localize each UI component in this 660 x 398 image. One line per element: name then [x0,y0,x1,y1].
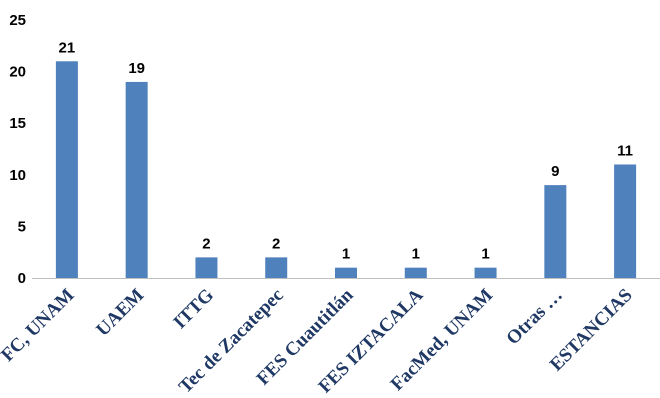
bar [404,267,427,278]
data-label: 19 [128,60,145,77]
data-label: 2 [202,235,210,252]
data-label: 9 [551,163,559,180]
y-tick-label: 25 [9,12,26,29]
data-label: 11 [617,142,633,159]
bar [195,257,218,278]
bar [125,81,148,278]
y-tick-label: 15 [9,115,26,132]
bar [55,61,78,278]
bars [55,61,637,278]
x-tick-label: UAEM [92,285,148,341]
data-label: 1 [481,246,489,263]
data-label: 1 [342,246,350,263]
x-tick-label: ITTG [170,285,219,334]
data-label: 2 [272,235,280,252]
y-tick-label: 5 [18,218,26,235]
y-axis-ticks: 0 5 10 15 20 25 [9,12,26,287]
y-tick-label: 0 [18,270,26,287]
x-tick-label: Otras … [502,285,566,349]
x-tick-label: FC, UNAM [0,285,78,366]
bar [474,267,497,278]
data-label: 21 [59,39,76,56]
bar [335,267,357,278]
bar [614,164,637,278]
y-tick-label: 20 [9,64,26,81]
bar [265,257,288,278]
data-label: 1 [412,246,420,263]
bar [544,185,567,278]
y-tick-label: 10 [9,167,26,184]
